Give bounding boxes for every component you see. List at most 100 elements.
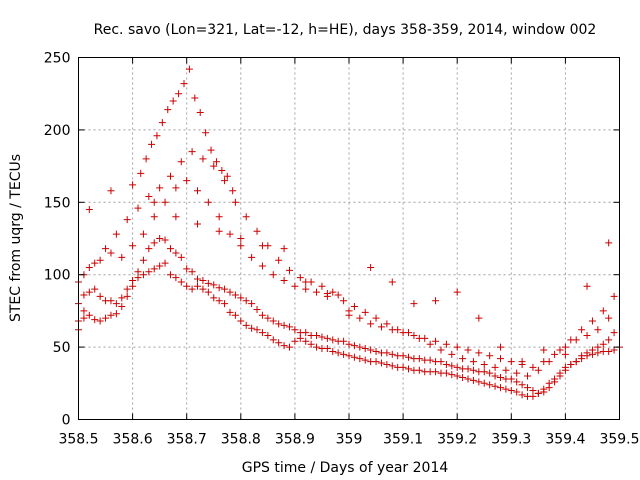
data-point bbox=[139, 230, 147, 238]
data-point bbox=[123, 216, 131, 224]
data-point bbox=[399, 352, 407, 360]
data-point bbox=[177, 158, 185, 166]
data-point bbox=[605, 347, 613, 355]
data-point bbox=[231, 311, 239, 319]
data-point bbox=[340, 337, 348, 345]
data-point bbox=[480, 360, 488, 368]
data-point bbox=[377, 359, 385, 367]
data-point bbox=[405, 365, 413, 373]
data-point bbox=[204, 279, 212, 287]
data-point bbox=[215, 284, 223, 292]
data-point bbox=[529, 387, 537, 395]
data-point bbox=[432, 368, 440, 376]
data-point bbox=[388, 362, 396, 370]
data-point bbox=[372, 347, 380, 355]
data-point bbox=[258, 311, 266, 319]
data-point bbox=[96, 317, 104, 325]
data-point bbox=[334, 291, 342, 299]
data-point bbox=[280, 276, 288, 284]
data-point bbox=[567, 360, 575, 368]
x-tick-label: 359.1 bbox=[383, 432, 423, 448]
data-point bbox=[578, 352, 586, 360]
data-point bbox=[269, 336, 277, 344]
data-point bbox=[264, 332, 272, 340]
data-point bbox=[291, 337, 299, 345]
data-point bbox=[361, 345, 369, 353]
data-point bbox=[166, 271, 174, 279]
data-point bbox=[275, 339, 283, 347]
data-point bbox=[112, 310, 120, 318]
data-point bbox=[318, 282, 326, 290]
x-axis-label: GPS time / Days of year 2014 bbox=[242, 460, 449, 476]
data-point bbox=[496, 343, 504, 351]
data-point bbox=[142, 155, 150, 163]
data-point bbox=[356, 343, 364, 351]
data-point bbox=[507, 387, 515, 395]
data-point bbox=[475, 378, 483, 386]
y-tick-labels: 0 50 100 150 200 250 bbox=[44, 51, 71, 429]
data-point bbox=[161, 259, 169, 267]
data-point bbox=[172, 274, 180, 282]
data-point bbox=[177, 278, 185, 286]
data-point bbox=[264, 314, 272, 322]
data-point bbox=[372, 314, 380, 322]
data-point bbox=[269, 271, 277, 279]
data-point bbox=[91, 316, 99, 324]
data-point bbox=[215, 213, 223, 221]
data-point bbox=[158, 119, 166, 127]
data-point bbox=[169, 97, 177, 105]
data-point bbox=[194, 282, 202, 290]
data-point bbox=[85, 288, 93, 296]
data-point bbox=[129, 276, 137, 284]
data-point bbox=[129, 181, 137, 189]
data-point bbox=[540, 388, 548, 396]
data-point bbox=[513, 388, 521, 396]
data-point bbox=[453, 363, 461, 371]
data-point bbox=[323, 345, 331, 353]
x-tick-label: 359 bbox=[336, 432, 363, 448]
data-point bbox=[191, 94, 199, 102]
data-point bbox=[540, 346, 548, 354]
data-point bbox=[329, 288, 337, 296]
data-point bbox=[534, 366, 542, 374]
data-point bbox=[223, 172, 231, 180]
data-point bbox=[529, 363, 537, 371]
data-point bbox=[164, 106, 172, 114]
data-point bbox=[102, 245, 110, 253]
data-point bbox=[507, 375, 515, 383]
y-tick-label: 200 bbox=[44, 123, 71, 139]
data-point bbox=[229, 187, 237, 195]
data-point bbox=[518, 381, 526, 389]
data-point bbox=[367, 263, 375, 271]
data-point bbox=[210, 294, 218, 302]
data-point bbox=[231, 198, 239, 206]
data-point bbox=[437, 346, 445, 354]
data-point bbox=[258, 242, 266, 250]
data-point bbox=[605, 336, 613, 344]
data-point bbox=[280, 342, 288, 350]
data-point bbox=[102, 314, 110, 322]
data-point bbox=[475, 314, 483, 322]
data-point bbox=[388, 350, 396, 358]
data-point bbox=[242, 213, 250, 221]
data-point bbox=[405, 329, 413, 337]
data-point bbox=[410, 300, 418, 308]
data-point bbox=[561, 366, 569, 374]
data-point bbox=[524, 372, 532, 380]
data-point bbox=[432, 337, 440, 345]
data-point bbox=[112, 230, 120, 238]
data-points bbox=[75, 65, 623, 400]
data-point bbox=[221, 300, 229, 308]
data-point bbox=[583, 282, 591, 290]
data-point bbox=[340, 350, 348, 358]
data-point bbox=[172, 184, 180, 192]
data-point bbox=[285, 343, 293, 351]
data-point bbox=[442, 369, 450, 377]
data-point bbox=[464, 365, 472, 373]
data-point bbox=[491, 372, 499, 380]
data-point bbox=[139, 271, 147, 279]
data-point bbox=[599, 340, 607, 348]
data-point bbox=[459, 374, 467, 382]
data-point bbox=[551, 378, 559, 386]
x-tick-label: 359.3 bbox=[491, 432, 531, 448]
